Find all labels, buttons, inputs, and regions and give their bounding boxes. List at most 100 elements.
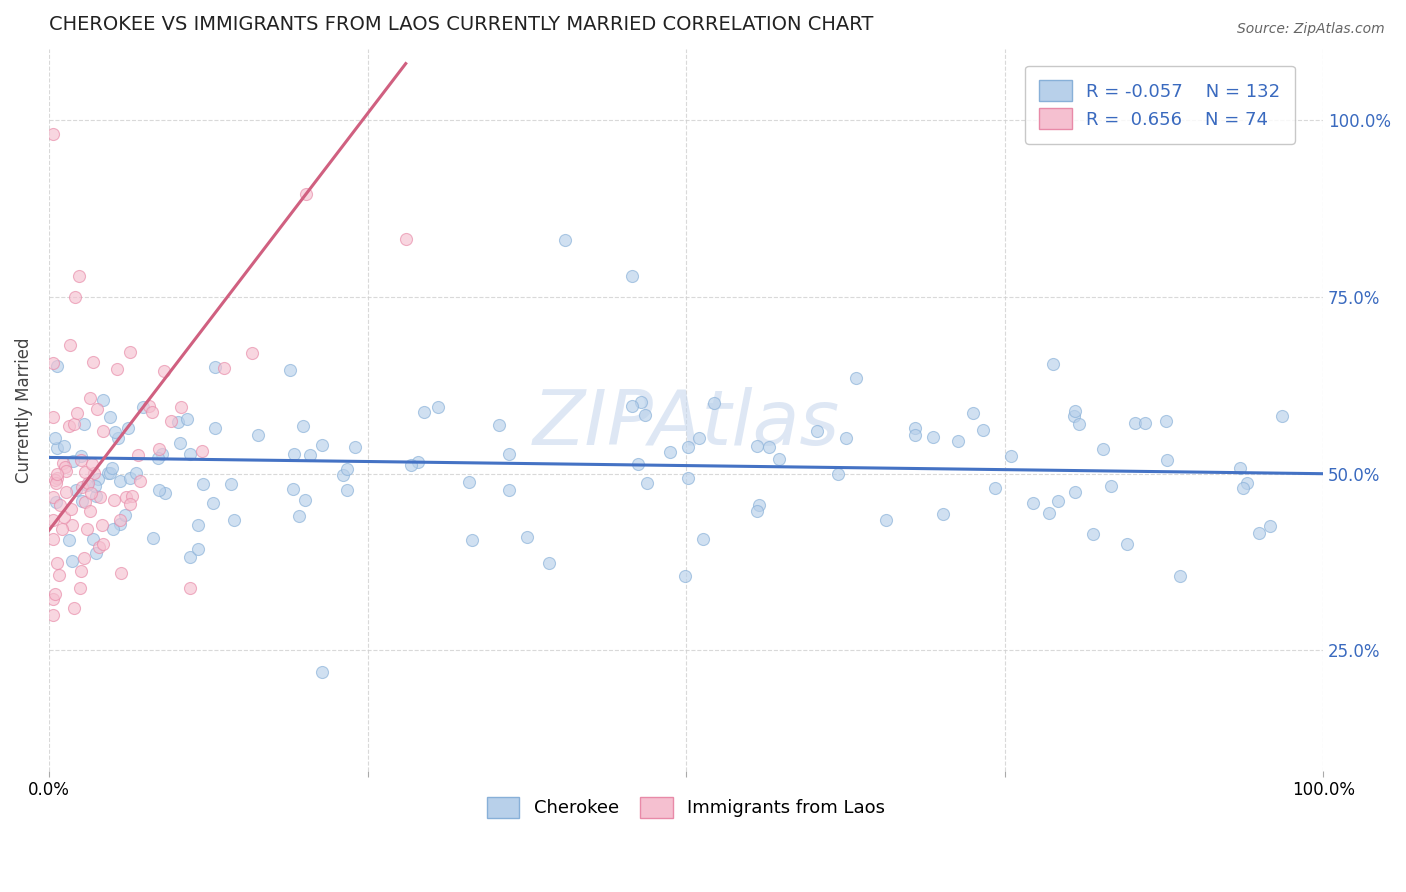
Point [44,431,66,445]
Point [332,468,354,483]
Point [48,499,70,513]
Point [1229,461,1251,475]
Point [516,530,538,544]
Point [673,569,696,583]
Point [294,493,316,508]
Point [148,442,170,456]
Text: ZIPAtlas: ZIPAtlas [533,387,839,461]
Point [87,540,110,554]
Point [114,508,136,523]
Point [204,421,226,435]
Point [48,568,70,582]
Point [904,421,927,435]
Point [179,447,201,461]
Point [45,475,67,490]
Point [191,444,214,458]
Point [676,440,699,454]
Point [70,494,93,508]
Point [60,554,83,568]
Point [703,396,725,410]
Point [70,453,93,467]
Point [1154,414,1177,428]
Point [295,186,318,201]
Point [79,504,101,518]
Point [399,458,422,473]
Point [1168,569,1191,583]
Point [105,361,128,376]
Point [141,404,163,418]
Point [53,460,76,475]
Point [108,516,131,531]
Point [1064,404,1087,418]
Point [336,483,359,497]
Point [42,513,65,527]
Point [84,546,107,560]
Point [98,409,121,424]
Point [110,566,132,580]
Point [1063,409,1085,423]
Point [688,431,710,445]
Point [280,363,302,377]
Point [46,556,69,570]
Point [806,424,828,438]
Point [52,456,75,470]
Point [114,490,136,504]
Point [427,401,450,415]
Point [1022,496,1045,510]
Point [76,475,98,490]
Point [153,363,176,377]
Point [187,541,209,556]
Point [1271,409,1294,423]
Point [63,601,86,615]
Point [124,466,146,480]
Point [1115,537,1137,551]
Point [1232,481,1254,495]
Point [42,128,65,142]
Point [58,533,80,547]
Point [201,496,224,510]
Point [42,491,65,505]
Point [46,359,69,373]
Point [42,356,65,370]
Point [298,448,321,462]
Point [91,392,114,407]
Point [187,518,209,533]
Point [498,447,520,461]
Point [89,491,111,505]
Point [336,461,359,475]
Point [72,417,94,431]
Point [44,473,66,487]
Point [117,421,139,435]
Point [1042,357,1064,371]
Point [63,417,86,431]
Point [538,557,561,571]
Point [69,581,91,595]
Point [110,513,132,527]
Point [103,522,125,536]
Point [636,476,658,491]
Text: CHEROKEE VS IMMIGRANTS FROM LAOS CURRENTLY MARRIED CORRELATION CHART: CHEROKEE VS IMMIGRANTS FROM LAOS CURRENT… [49,15,873,34]
Point [745,504,768,518]
Point [90,518,112,533]
Point [42,608,65,623]
Point [460,533,482,548]
Point [69,564,91,578]
Point [659,445,682,459]
Point [83,467,105,481]
Point [65,483,87,498]
Point [118,345,141,359]
Point [922,430,945,444]
Point [148,483,170,498]
Point [146,451,169,466]
Point [91,537,114,551]
Point [835,431,858,445]
Point [75,495,97,509]
Point [406,455,429,469]
Point [45,441,67,455]
Point [53,510,76,524]
Point [1247,526,1270,541]
Point [972,423,994,437]
Point [167,415,190,429]
Point [488,418,510,433]
Point [76,522,98,536]
